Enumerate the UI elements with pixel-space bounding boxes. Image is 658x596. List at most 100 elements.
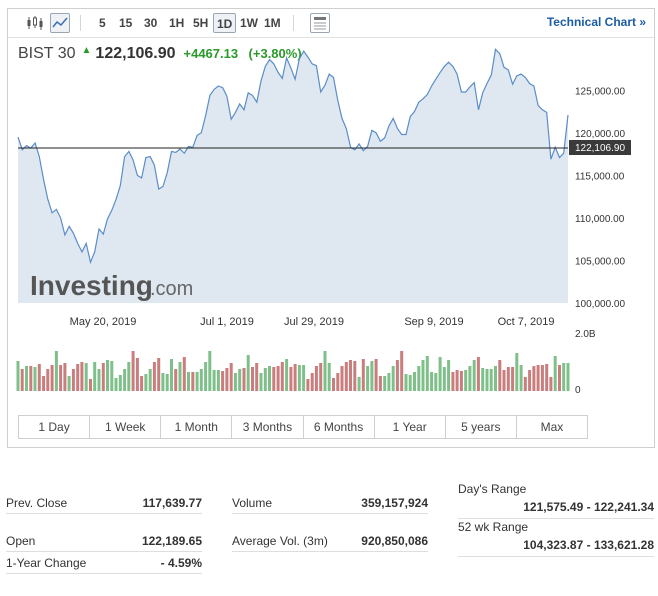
volume-bar <box>293 364 297 391</box>
range-6-months[interactable]: 6 Months <box>304 416 375 438</box>
last-price: 122,106.90 <box>95 45 176 62</box>
volume-bar <box>135 358 139 391</box>
volume-bar <box>276 366 280 391</box>
volume-bar <box>562 363 566 391</box>
volume-bar <box>332 378 335 391</box>
technical-chart-link[interactable]: Technical Chart » <box>546 15 646 29</box>
line-chart-icon[interactable] <box>50 13 70 33</box>
volume-bar <box>549 377 553 391</box>
price-area <box>18 49 568 304</box>
index-name: BIST 30 <box>18 45 76 62</box>
volume-bar <box>366 366 370 391</box>
volume-bar <box>434 373 438 391</box>
timeframe-15[interactable]: 15 <box>119 16 133 30</box>
volume-bar <box>383 376 387 391</box>
volume-bar <box>413 372 416 391</box>
volume-bar <box>59 365 63 391</box>
volume-bar <box>225 368 229 391</box>
volume-bar <box>387 373 391 391</box>
timeframe-5[interactable]: 5 <box>99 16 106 30</box>
candlestick-chart-icon[interactable] <box>25 13 45 33</box>
volume-bar <box>370 361 374 391</box>
volume-bar <box>523 377 527 391</box>
volume-bar <box>148 369 152 391</box>
timeframe-5h[interactable]: 5H <box>193 16 209 30</box>
volume-bar <box>233 373 237 391</box>
range-1-year[interactable]: 1 Year <box>375 416 446 438</box>
volume-bar <box>199 369 203 391</box>
volume-bar <box>161 373 165 391</box>
volume-bar <box>182 357 186 391</box>
timeframe-1h[interactable]: 1H <box>169 16 185 30</box>
volume-bar <box>430 372 434 391</box>
volume-bar <box>417 366 421 391</box>
volume-bar <box>340 366 344 391</box>
volume-bar <box>242 368 246 391</box>
volume-bar <box>378 376 382 391</box>
volume-bar <box>408 375 412 391</box>
timeframe-1m[interactable]: 1M <box>264 16 281 30</box>
volume-bar <box>221 371 225 391</box>
volume-bar <box>566 363 570 391</box>
y-tick-label: 125,000.00 <box>575 86 625 97</box>
volume-bar <box>553 356 557 391</box>
range-3-months[interactable]: 3 Months <box>232 416 304 438</box>
timeframe-30[interactable]: 30 <box>144 16 158 30</box>
price-chart[interactable]: Investing .com 122,106.90 125,000.00 120,… <box>8 9 656 409</box>
volume-bar <box>344 362 348 391</box>
volume-bar <box>208 351 212 391</box>
volume-bar <box>238 369 242 391</box>
quote-header: BIST 30 ▲ 122,106.90 +4467.13 (+3.80%) <box>18 45 302 63</box>
volume-bar <box>536 365 540 391</box>
volume-bar <box>123 369 127 391</box>
volume-bar <box>110 361 114 391</box>
volume-bar <box>229 363 233 391</box>
stat-value: 122,189.65 <box>141 534 202 548</box>
volume-bar <box>50 365 54 391</box>
range-1-month[interactable]: 1 Month <box>161 416 233 438</box>
table-view-icon[interactable] <box>310 13 330 33</box>
range-max[interactable]: Max <box>540 420 564 434</box>
volume-bar <box>165 374 169 391</box>
volume-bar <box>442 367 446 391</box>
stat-value: 920,850,086 <box>361 534 428 548</box>
toolbar-divider <box>293 15 294 31</box>
volume-bar <box>464 370 468 391</box>
volume-bar <box>319 363 323 391</box>
volume-bar <box>361 359 365 391</box>
range-5-years[interactable]: 5 years <box>446 416 517 438</box>
y-tick-label: 110,000.00 <box>575 214 625 225</box>
volume-bar <box>395 360 399 391</box>
volume-bar <box>144 374 148 391</box>
range-1-week[interactable]: 1 Week <box>90 416 162 438</box>
stat-label: Open <box>6 534 36 548</box>
timeframe-1d[interactable]: 1D <box>213 13 237 33</box>
volume-bar <box>515 353 519 391</box>
volume-bar <box>20 369 24 391</box>
volume-bar <box>251 367 254 391</box>
volume-bar <box>71 369 75 391</box>
volume-bar <box>425 356 429 391</box>
x-axis-label: Oct 7, 2019 <box>498 316 555 328</box>
volume-axis-label: 2.0B <box>575 329 596 340</box>
volume-bar <box>67 376 71 391</box>
volume-bar <box>451 372 455 391</box>
price-change-percent: (+3.80%) <box>248 46 302 61</box>
range-1-day[interactable]: 1 Day <box>19 416 91 438</box>
stat-52wk-range: 52 wk Range 104,323.87 - 133,621.28 <box>458 520 654 557</box>
volume-bar <box>80 362 84 391</box>
stat-1-year-change: 1-Year Change - 4.59% <box>6 554 202 574</box>
y-tick-label: 120,000.00 <box>575 129 625 140</box>
volume-bar <box>42 376 46 391</box>
volume-bar <box>106 360 109 391</box>
volume-bar <box>140 376 144 391</box>
price-line <box>17 48 569 265</box>
volume-bar <box>216 370 220 391</box>
volume-bar <box>327 363 331 391</box>
stat-value: 104,323.87 - 133,621.28 <box>523 538 654 552</box>
volume-bar <box>459 371 463 391</box>
volume-bar <box>191 372 195 391</box>
volume-bar <box>421 360 425 391</box>
timeframe-1w[interactable]: 1W <box>240 16 258 30</box>
volume-bar <box>476 357 480 391</box>
